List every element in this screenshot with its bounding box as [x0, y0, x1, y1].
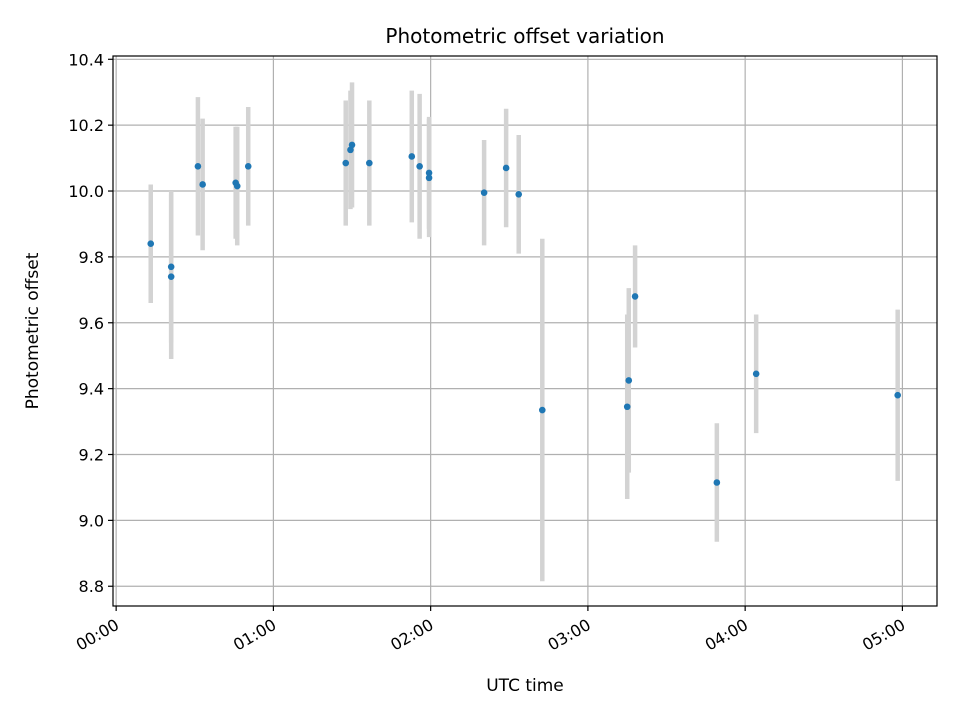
x-axis-label: UTC time	[486, 676, 564, 696]
data-point	[167, 273, 175, 280]
data-point	[416, 163, 423, 170]
y-tick-label: 9.0	[79, 511, 104, 530]
y-tick-label: 9.2	[79, 446, 104, 465]
y-tick-label: 10.4	[68, 50, 104, 69]
data-point	[502, 164, 510, 172]
data-point	[244, 163, 252, 170]
data-point	[348, 141, 356, 149]
y-tick-label: 10.0	[68, 182, 104, 201]
data-point	[408, 153, 416, 160]
data-point	[342, 159, 350, 167]
x-tick-label: 01:00	[230, 615, 279, 655]
data-point	[194, 163, 202, 170]
data-point	[625, 377, 633, 384]
x-axis: 00:00 01:00 02:00 03:00 04:00 05:00	[73, 606, 908, 655]
data-point	[894, 391, 901, 399]
data-point	[425, 174, 433, 182]
data-point	[425, 169, 433, 177]
y-tick-label: 9.6	[79, 314, 104, 333]
data-point	[631, 293, 639, 300]
x-tick-label: 00:00	[73, 615, 122, 655]
data-points	[147, 141, 901, 486]
x-tick-label: 02:00	[387, 615, 436, 655]
data-point	[147, 240, 155, 248]
data-point	[752, 370, 760, 378]
data-point	[538, 406, 546, 414]
y-axis: 8.8 9.0 9.2 9.4 9.6 9.8 10.0 10.2 10.4	[68, 50, 113, 596]
data-point	[713, 479, 721, 486]
data-point	[167, 263, 175, 271]
y-tick-label: 9.4	[79, 380, 104, 399]
data-point	[480, 189, 488, 196]
y-tick-label: 9.8	[79, 248, 104, 267]
data-point	[366, 159, 373, 167]
data-point	[515, 191, 523, 198]
data-point	[623, 403, 631, 411]
data-point	[233, 182, 241, 190]
x-tick-label: 04:00	[702, 615, 751, 655]
data-point	[199, 181, 206, 188]
y-tick-label: 8.8	[79, 577, 104, 596]
x-tick-label: 05:00	[859, 615, 908, 655]
y-tick-label: 10.2	[68, 116, 104, 135]
y-axis-label: Photometric offset	[23, 252, 43, 409]
x-tick-label: 03:00	[544, 615, 593, 655]
chart-title: Photometric offset variation	[385, 24, 664, 48]
plot-frame	[112, 55, 938, 607]
